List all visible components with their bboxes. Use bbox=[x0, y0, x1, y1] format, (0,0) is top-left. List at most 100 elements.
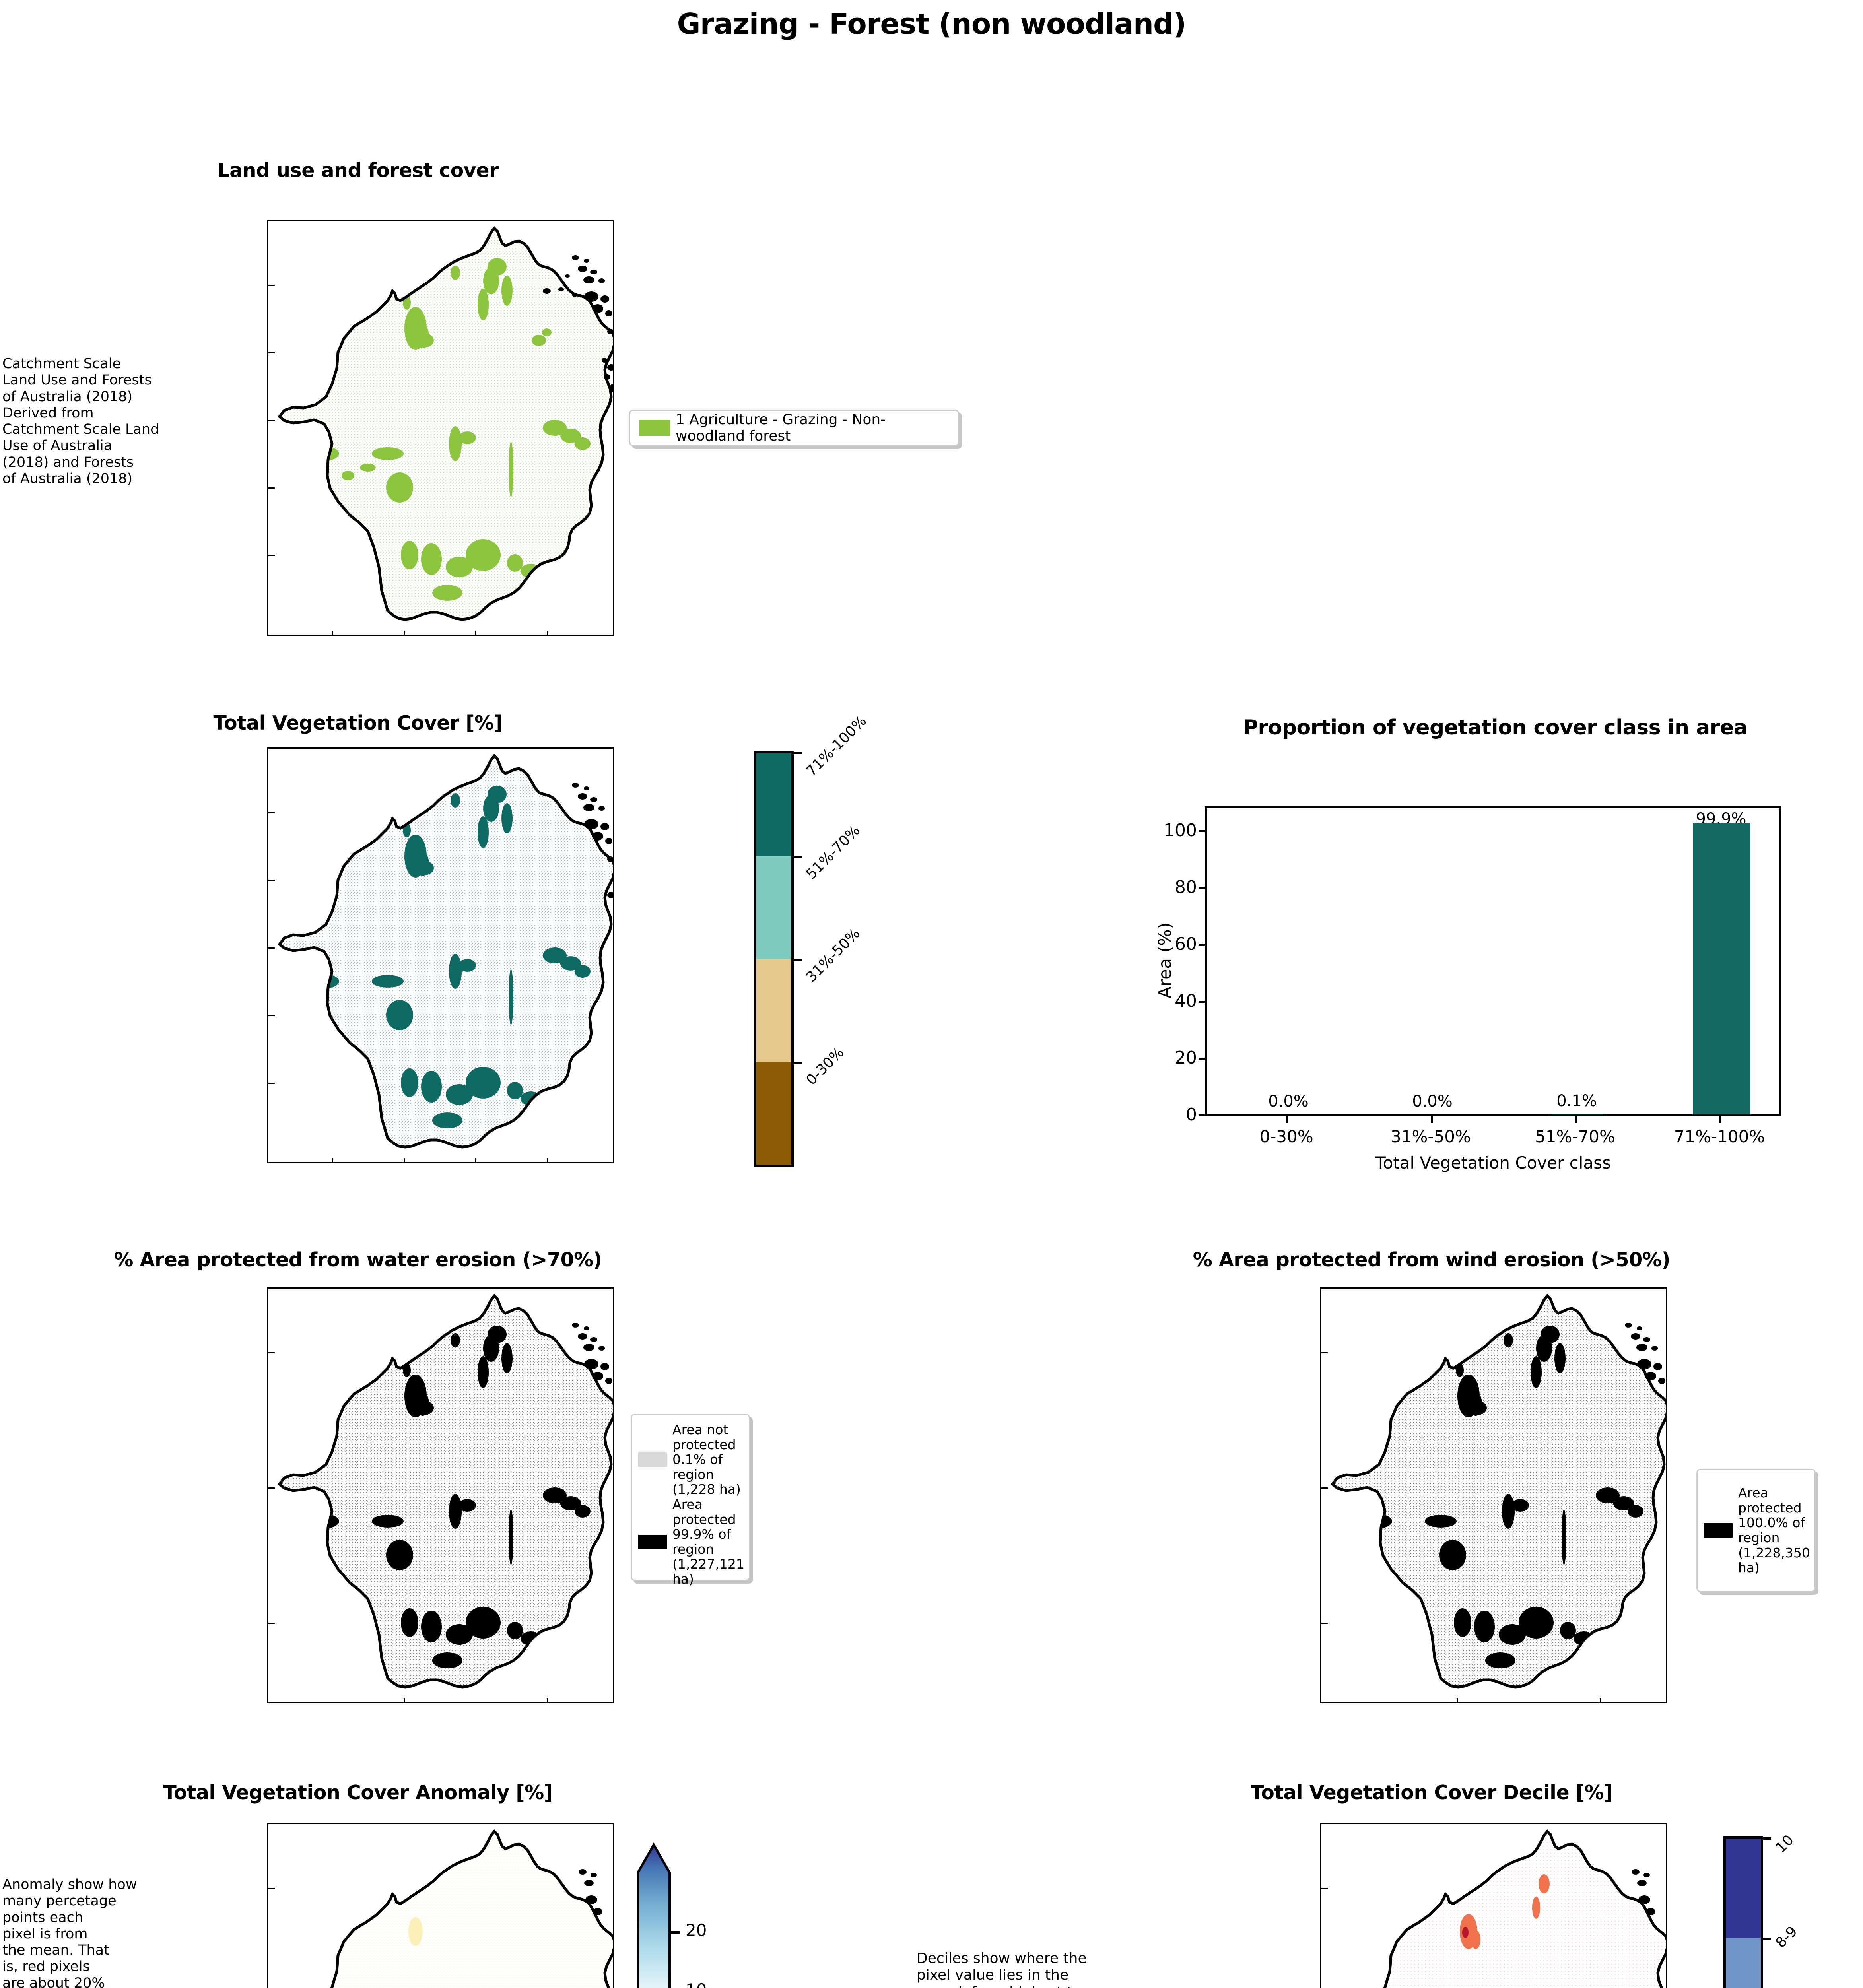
decile-map-canvas bbox=[1321, 1824, 1666, 1988]
chart-xtick-mark bbox=[1719, 1116, 1721, 1123]
decile-colorbar[interactable]: 10 8-9 4-7 2-3 1 bbox=[1723, 1832, 1801, 1988]
chart-ytick-mark bbox=[1199, 830, 1205, 832]
map-axis-tick bbox=[268, 1015, 275, 1016]
anomaly-map[interactable] bbox=[267, 1823, 614, 1988]
anomaly-note: Anomaly show how many percetage points e… bbox=[2, 1877, 137, 1988]
land-use-map-canvas bbox=[268, 221, 613, 635]
chart-ytick-mark bbox=[1199, 944, 1205, 946]
legend-item-not-protected: Area not protected 0.1% of region (1,228… bbox=[638, 1422, 741, 1497]
map-axis-tick bbox=[1457, 1698, 1458, 1702]
map-axis-tick bbox=[268, 1352, 275, 1353]
wind-erosion-panel-title: % Area protected from wind erosion (>50%… bbox=[1193, 1248, 1671, 1271]
anomaly-cbar-tick-label: 20 bbox=[686, 1920, 707, 1940]
cbar-label-31-50: 31%-50% bbox=[803, 925, 863, 986]
map-axis-tick bbox=[547, 1698, 548, 1702]
veg-cover-panel-title: Total Vegetation Cover [%] bbox=[213, 712, 503, 734]
veg-cover-map-canvas bbox=[268, 749, 613, 1162]
map-axis-tick bbox=[268, 555, 275, 556]
legend-label-not-protected: Area not protected 0.1% of region (1,228… bbox=[672, 1422, 741, 1497]
legend-swatch-not-protected bbox=[638, 1452, 667, 1467]
land-use-map-svg bbox=[278, 226, 613, 621]
cbar-label-8-9: 8-9 bbox=[1772, 1923, 1801, 1951]
map-axis-tick bbox=[268, 487, 275, 489]
chart-xtick-mark bbox=[1575, 1116, 1577, 1123]
water-erosion-map-canvas bbox=[268, 1289, 613, 1702]
cbar-label-0-30: 0-30% bbox=[803, 1044, 847, 1089]
cbar-seg-71-100 bbox=[756, 753, 791, 856]
map-axis-tick bbox=[268, 812, 275, 813]
cbar-tick bbox=[791, 856, 802, 858]
cbar-tick bbox=[791, 1062, 802, 1064]
wind-erosion-map[interactable] bbox=[1320, 1287, 1667, 1703]
decile-note: Deciles show where the pixel value lies … bbox=[917, 1950, 1087, 1988]
wind-erosion-map-canvas bbox=[1321, 1289, 1666, 1702]
chart-ytick-label: 100 bbox=[1164, 820, 1197, 841]
map-axis-tick bbox=[268, 1487, 275, 1489]
map-axis-tick bbox=[547, 1158, 548, 1162]
cbar-seg-0-30 bbox=[756, 1062, 791, 1165]
map-axis-tick bbox=[332, 1158, 333, 1162]
chart-ytick-label: 0 bbox=[1186, 1105, 1197, 1125]
map-axis-tick bbox=[547, 631, 548, 635]
map-axis-tick bbox=[268, 880, 275, 881]
anomaly-colorbar[interactable]: 20 10 0 −10 −20 bbox=[631, 1837, 734, 1988]
cbar-tick bbox=[1761, 1837, 1771, 1840]
chart-ytick-mark bbox=[1199, 1114, 1205, 1116]
decile-panel-title: Total Vegetation Cover Decile [%] bbox=[1250, 1781, 1613, 1804]
chart-bar-71-100[interactable] bbox=[1693, 823, 1750, 1114]
veg-cover-map[interactable] bbox=[267, 747, 614, 1163]
chart-x-axis-label: Total Vegetation Cover class bbox=[1375, 1153, 1611, 1173]
anomaly-panel-title: Total Vegetation Cover Anomaly [%] bbox=[163, 1781, 553, 1804]
anomaly-map-svg bbox=[280, 1829, 613, 1988]
chart-title: Proportion of vegetation cover class in … bbox=[1243, 716, 1748, 740]
map-axis-tick bbox=[404, 1698, 405, 1702]
cbar-tick bbox=[791, 752, 802, 754]
page-title: Grazing - Forest (non woodland) bbox=[677, 7, 1187, 41]
water-erosion-legend[interactable]: Area not protected 0.1% of region (1,228… bbox=[631, 1414, 750, 1586]
map-axis-tick bbox=[268, 1623, 275, 1624]
decile-map[interactable] bbox=[1320, 1823, 1667, 1988]
anomaly-colorbar-svg bbox=[637, 1842, 680, 1988]
map-axis-tick bbox=[268, 947, 275, 949]
anomaly-map-canvas bbox=[268, 1824, 613, 1988]
legend-item-protected: Area protected 99.9% of region (1,227,12… bbox=[638, 1497, 744, 1587]
map-axis-tick bbox=[1321, 1623, 1328, 1624]
cbar-label-51-70: 51%-70% bbox=[803, 822, 863, 883]
chart-bar-value: 0.0% bbox=[1412, 1092, 1453, 1110]
chart-xtick-mark bbox=[1431, 1116, 1433, 1123]
chart-bar-value: 0.0% bbox=[1268, 1092, 1309, 1110]
anomaly-cbar-tick-label: 10 bbox=[686, 1980, 707, 1988]
legend-swatch-grazing bbox=[639, 420, 670, 436]
chart-ytick-mark bbox=[1199, 1001, 1205, 1003]
land-use-legend[interactable]: 1 Agriculture - Grazing - Non-woodland f… bbox=[629, 410, 959, 446]
wind-erosion-map-svg bbox=[1331, 1293, 1666, 1689]
cbar-seg-8-9 bbox=[1726, 1938, 1761, 1988]
veg-cover-map-svg bbox=[278, 753, 613, 1149]
wind-erosion-legend[interactable]: Area protected 100.0% of region (1,228,3… bbox=[1696, 1469, 1816, 1592]
water-erosion-map-svg bbox=[278, 1293, 613, 1689]
legend-item-protected: Area protected 100.0% of region (1,228,3… bbox=[1704, 1485, 1810, 1575]
chart-xtick-label: 51%-70% bbox=[1535, 1127, 1615, 1146]
chart-ytick-label: 20 bbox=[1175, 1048, 1197, 1068]
water-erosion-map[interactable] bbox=[267, 1287, 614, 1703]
water-erosion-panel-title: % Area protected from water erosion (>70… bbox=[114, 1248, 602, 1271]
land-use-map[interactable] bbox=[267, 220, 614, 636]
map-axis-tick bbox=[268, 420, 275, 421]
map-axis-tick bbox=[475, 631, 476, 635]
map-axis-tick bbox=[404, 631, 405, 635]
chart-xtick-mark bbox=[1286, 1116, 1288, 1123]
map-axis-tick bbox=[1321, 1888, 1328, 1889]
legend-swatch-protected bbox=[638, 1534, 667, 1549]
proportion-bar-chart[interactable]: Proportion of vegetation cover class in … bbox=[1145, 716, 1845, 1193]
decile-map-svg bbox=[1333, 1829, 1666, 1988]
map-axis-tick bbox=[332, 631, 333, 635]
veg-cover-colorbar[interactable]: 71%-100% 51%-70% 31%-50% 0-30% bbox=[754, 713, 870, 1167]
cbar-seg-31-50 bbox=[756, 959, 791, 1062]
map-axis-tick bbox=[1321, 1487, 1328, 1489]
map-axis-tick bbox=[268, 1083, 275, 1084]
land-use-panel-title: Land use and forest cover bbox=[217, 159, 499, 182]
chart-ytick-label: 80 bbox=[1175, 877, 1197, 897]
map-axis-tick bbox=[268, 285, 275, 286]
legend-label-protected: Area protected 100.0% of region (1,228,3… bbox=[1738, 1485, 1810, 1576]
legend-label-protected: Area protected 99.9% of region (1,227,12… bbox=[672, 1497, 744, 1587]
